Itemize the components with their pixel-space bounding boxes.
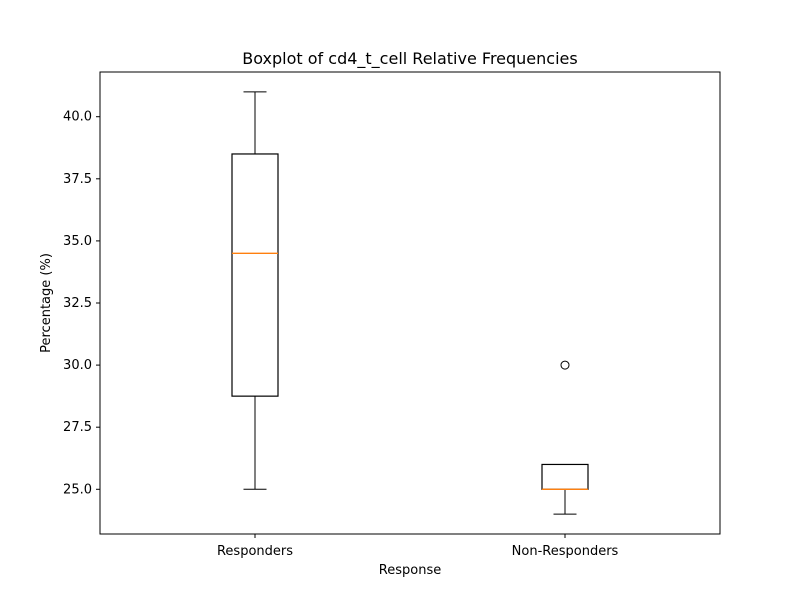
x-tick-label: Responders [217,544,293,559]
boxes-group [231,91,589,515]
x-axis-ticks: Responders Non-Responders [217,534,619,559]
box-responders [231,91,279,490]
x-axis-label: Response [379,563,441,578]
y-axis-label: Percentage (%) [39,253,54,353]
y-tick-label: 32.5 [63,296,92,311]
y-tick-label: 37.5 [63,172,92,187]
iqr-box [541,463,589,490]
plot-area-frame [99,71,721,535]
y-tick-label: 27.5 [63,420,92,435]
box-non-responders [541,360,589,515]
y-tick-label: 25.0 [63,482,92,497]
outlier-point [560,360,570,370]
chart-title: Boxplot of cd4_t_cell Relative Frequenci… [242,49,577,69]
y-tick-label: 30.0 [63,358,92,373]
iqr-box [231,153,279,397]
y-tick-label: 40.0 [63,110,92,125]
y-axis-ticks: 25.0 27.5 30.0 32.5 35.0 37.5 40.0 [63,110,100,497]
x-tick-label: Non-Responders [512,544,619,559]
y-tick-label: 35.0 [63,234,92,249]
